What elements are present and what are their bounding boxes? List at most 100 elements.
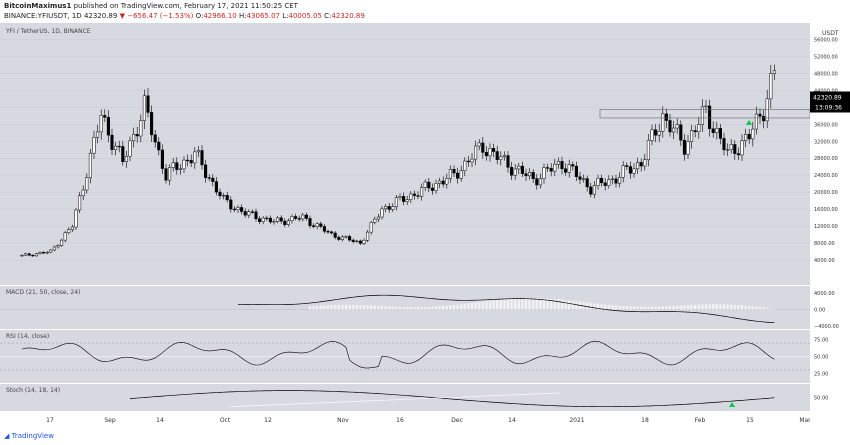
stoch-chart[interactable] xyxy=(0,384,810,411)
macd-histogram-bar xyxy=(326,305,330,310)
macd-histogram-bar xyxy=(596,303,600,310)
macd-histogram-bar xyxy=(370,305,373,310)
candle-body xyxy=(294,216,298,219)
time-tick-label: 18 xyxy=(641,417,649,424)
rsi-line xyxy=(21,340,775,369)
macd-histogram-bar xyxy=(377,305,380,310)
candle-body xyxy=(600,178,604,184)
candle-body xyxy=(610,178,614,180)
currency-label: USDT xyxy=(822,30,839,37)
candle-body xyxy=(740,140,744,156)
publish-line: BitcoinMaximus1 published on TradingView… xyxy=(4,2,298,10)
candle-body xyxy=(222,195,226,197)
candle-body xyxy=(538,178,542,186)
price-axis-svg: USDT 56000.00 52000.00 48000.00 44000.00 400… xyxy=(810,30,850,264)
candle-body xyxy=(315,223,319,227)
macd-histogram-bar xyxy=(496,299,499,310)
macd-histogram-bar xyxy=(550,298,553,310)
price-tick-label: 4000.00 xyxy=(814,258,835,264)
candle-body xyxy=(319,223,323,227)
candle-body xyxy=(254,211,258,220)
candle-body xyxy=(466,160,470,163)
rsi-tick-label: 75.00 xyxy=(814,338,828,344)
candle-body xyxy=(326,231,330,233)
macd-axis[interactable]: 4000.00 0.00 −4000.00 xyxy=(810,286,850,330)
time-tick-label: 2021 xyxy=(569,417,584,424)
macd-histogram-bar xyxy=(697,304,700,310)
macd-histogram-bar xyxy=(766,308,769,310)
candle-body xyxy=(567,164,571,173)
candle-body xyxy=(355,240,359,243)
macd-histogram-bar xyxy=(485,301,488,310)
candle-body xyxy=(636,162,640,170)
candle-body xyxy=(769,73,773,100)
last-price-badge-text: 42320.89 xyxy=(813,95,842,102)
macd-histogram-bar xyxy=(431,306,434,310)
macd-histogram-bar xyxy=(625,306,628,310)
macd-histogram-bar xyxy=(488,300,492,310)
macd-histogram-bar xyxy=(528,298,531,310)
price-chart[interactable] xyxy=(0,23,811,285)
candle-body xyxy=(607,179,611,186)
macd-histogram-bar xyxy=(355,304,358,310)
candle-body xyxy=(772,70,776,74)
macd-histogram-bar xyxy=(330,305,333,310)
rsi-chart[interactable] xyxy=(0,330,810,383)
close-label: C: xyxy=(324,12,332,20)
candle-body xyxy=(380,208,384,218)
macd-pane[interactable]: MACD (21, 50, close, 24) xyxy=(0,286,810,329)
macd-histogram-bar xyxy=(715,304,718,310)
candle-body xyxy=(506,155,510,168)
macd-histogram-bar xyxy=(373,305,376,310)
macd-histogram-bar xyxy=(319,305,322,310)
candle-body xyxy=(348,236,352,241)
price-tick-label: 24000.00 xyxy=(814,173,838,179)
price-pane[interactable]: YFI / TetherUS, 1D, BINANCE xyxy=(0,23,811,285)
candle-body xyxy=(711,128,715,133)
candle-body xyxy=(423,181,427,188)
tradingview-logo[interactable]: ◢ TradingView xyxy=(4,432,54,440)
candle-body xyxy=(27,253,31,256)
candle-body xyxy=(42,252,46,254)
candle-body xyxy=(488,148,492,157)
stoch-pane[interactable]: Stoch (14, 18, 14) xyxy=(0,384,810,411)
time-tick-label: 16 xyxy=(396,417,404,424)
price-axis[interactable]: USDT 56000.00 52000.00 48000.00 44000.00 400… xyxy=(810,23,850,285)
candle-body xyxy=(628,166,632,174)
candle-body xyxy=(153,134,157,143)
macd-histogram-bar xyxy=(589,302,592,310)
candle-body xyxy=(459,170,463,179)
macd-histogram-bar xyxy=(611,305,614,310)
candle-body xyxy=(589,186,593,195)
macd-chart[interactable] xyxy=(0,286,810,329)
macd-histogram-bar xyxy=(532,298,535,310)
macd-histogram-bar xyxy=(337,304,340,310)
candle-body xyxy=(495,151,499,160)
macd-histogram-bar xyxy=(658,306,661,310)
macd-histogram-bar xyxy=(406,306,409,310)
rsi-axis[interactable]: 75.00 50.00 25.00 xyxy=(810,330,850,383)
stoch-axis[interactable]: 50.00 xyxy=(810,384,850,411)
candle-body xyxy=(369,222,373,233)
candle-body xyxy=(182,159,186,170)
symbol-info: BINANCE:YFIUSDT, 1D xyxy=(4,12,82,20)
candle-body xyxy=(52,246,56,251)
candle-body xyxy=(340,236,344,240)
price-tick-label: 12000.00 xyxy=(814,224,838,230)
macd-histogram-bar xyxy=(618,305,621,310)
price-tick-label: 44000.00 xyxy=(814,88,838,94)
macd-histogram-bar xyxy=(701,304,704,310)
time-tick-label: Dec xyxy=(451,417,463,424)
candle-body xyxy=(286,220,290,225)
candle-body xyxy=(121,146,125,162)
time-axis[interactable]: 17 Sep 14 Oct 12 Nov 16 Dec 14 2021 18 Feb 15 Mar xyxy=(0,411,811,429)
author-name[interactable]: BitcoinMaximus1 xyxy=(4,2,72,10)
macd-histogram-bar xyxy=(650,306,654,310)
macd-histogram-bar xyxy=(665,306,668,310)
rsi-pane[interactable]: RSI (14, close) xyxy=(0,330,810,383)
candle-body xyxy=(726,149,730,151)
candle-body xyxy=(679,124,683,141)
macd-histogram-bar xyxy=(726,304,729,310)
resistance-zone xyxy=(599,109,811,119)
price-tick-label: 48000.00 xyxy=(814,71,838,77)
